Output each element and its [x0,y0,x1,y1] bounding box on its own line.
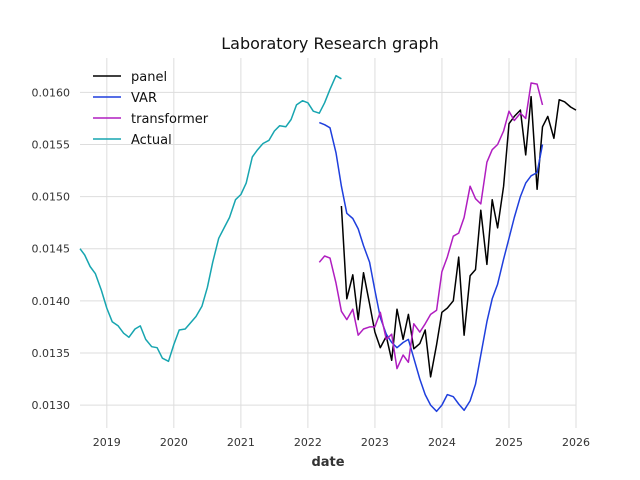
y-tick-label: 0.0150 [32,191,71,204]
x-tick-label: 2024 [428,436,456,449]
legend: panel VAR transformer Actual [93,70,209,148]
x-axis-label: date [311,455,344,470]
series-line-panel [340,95,577,378]
chart-title: Laboratory Research graph [221,34,439,53]
legend-label-var: VAR [131,91,157,106]
y-tick-label: 0.0145 [32,243,71,256]
y-tick-label: 0.0130 [32,399,71,412]
grid [80,58,577,428]
y-tick-label: 0.0135 [32,347,71,360]
x-axis-ticks: 2019 2020 2021 2022 2023 2024 2025 2026 [93,436,590,449]
legend-label-actual: Actual [131,133,172,148]
x-tick-label: 2021 [227,436,255,449]
y-tick-label: 0.0155 [32,139,71,152]
x-tick-label: 2023 [361,436,389,449]
series-line-transformer [318,82,544,370]
series-line-var [319,121,544,413]
x-tick-label: 2020 [160,436,188,449]
x-tick-label: 2019 [93,436,121,449]
x-tick-label: 2026 [562,436,590,449]
y-tick-label: 0.0140 [32,295,71,308]
y-tick-label: 0.0160 [32,86,71,99]
series-line-actual [79,74,342,363]
series-lines [79,74,577,413]
y-axis-ticks: 0.0130 0.0135 0.0140 0.0145 0.0150 0.0155 0.01… [32,86,71,412]
legend-label-transformer: transformer [131,112,209,127]
x-tick-label: 2025 [495,436,523,449]
x-tick-label: 2022 [294,436,322,449]
legend-label-panel: panel [131,70,167,85]
